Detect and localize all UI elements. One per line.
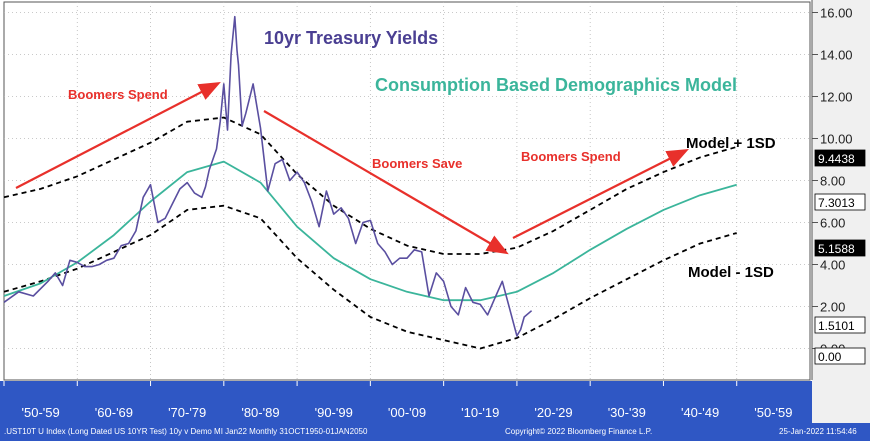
chart-subtitle: Consumption Based Demographics Model (375, 75, 737, 95)
y-tick-label: 10.00 (820, 132, 853, 147)
annotation-boomers-spend-future: Boomers Spend (521, 149, 621, 164)
footer-timestamp: 25-Jan-2022 11:54:46 (779, 427, 857, 436)
model-line (3, 160, 737, 302)
y-tick-label: 14.00 (820, 48, 853, 63)
footer-bar: .UST10T U Index (Long Dated US 10YR Test… (0, 423, 870, 441)
badge-model-minus-1sd (814, 239, 866, 257)
annotation-boomers-spend: Boomers Spend (68, 87, 168, 102)
x-tick-label: '80-'89 (241, 405, 279, 420)
label-model-plus-1sd: Model + 1SD (686, 135, 776, 152)
x-tick-label: '10-'19 (461, 405, 499, 420)
x-tick-label: '30-'39 (608, 405, 646, 420)
annotation-arrow (15, 81, 221, 189)
y-tick-label: 8.00 (820, 174, 845, 189)
x-tick-label: '90-'99 (315, 405, 353, 420)
y-tick-label: 16.00 (820, 6, 853, 21)
chart-title: 10yr Treasury Yields (264, 28, 438, 48)
badge-zero-text: 0.00 (818, 350, 842, 364)
y-tick-label: 2.00 (820, 300, 845, 315)
y-tick-label: 6.00 (820, 216, 845, 231)
model-minus-1sd-line (3, 204, 737, 350)
badge-model-text: 7.3013 (818, 196, 855, 210)
y-tick-label: 4.00 (820, 258, 845, 273)
badge-model-minus-1sd-text: 5.1588 (818, 242, 855, 256)
model-plus-1sd-line (3, 116, 737, 255)
badge-model-plus-1sd (814, 149, 866, 167)
x-tick-label: '70-'79 (168, 405, 206, 420)
x-tick-label: '60-'69 (95, 405, 133, 420)
x-tick-label: '50-'59 (22, 405, 60, 420)
badge-model-plus-1sd-text: 9.4438 (818, 152, 855, 166)
badge-model (814, 193, 866, 211)
annotation-arrow (263, 110, 509, 255)
x-tick-label: '40-'49 (681, 405, 719, 420)
footer-copyright: Copyright© 2022 Bloomberg Finance L.P. (505, 427, 653, 436)
y-tick-label: 12.00 (820, 90, 853, 105)
x-axis-band (0, 381, 812, 423)
x-tick-label: '20-'29 (534, 405, 572, 420)
badge-zero (814, 347, 866, 365)
annotation-arrow (512, 149, 689, 239)
x-tick-label: '50-'59 (754, 405, 792, 420)
annotation-boomers-save: Boomers Save (372, 156, 462, 171)
treasury-yield-line (3, 15, 533, 337)
badge-yield (814, 316, 866, 334)
badge-yield-text: 1.5101 (818, 319, 855, 333)
plot-area (3, 1, 811, 381)
x-tick-label: '00-'09 (388, 405, 426, 420)
label-model-minus-1sd: Model - 1SD (688, 264, 774, 281)
footer-security-description: .UST10T U Index (Long Dated US 10YR Test… (4, 427, 368, 436)
